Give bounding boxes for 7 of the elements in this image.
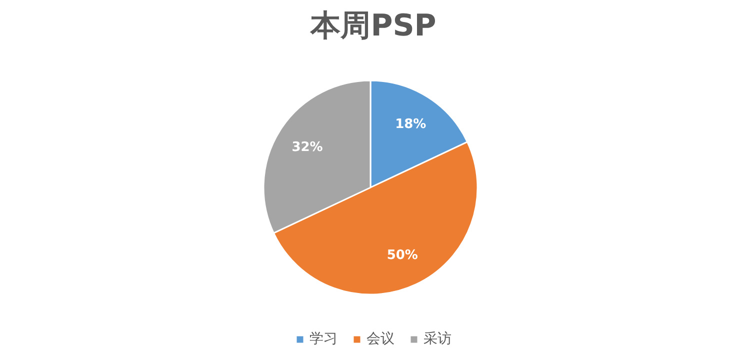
chart-title: 本周PSP [310,8,436,44]
legend-label: 学习 [310,330,338,348]
legend-label: 会议 [366,330,394,348]
data-label: 32% [292,140,323,155]
data-label: 50% [386,248,418,263]
data-label: 18% [395,116,426,132]
legend-label: 采访 [424,330,452,348]
